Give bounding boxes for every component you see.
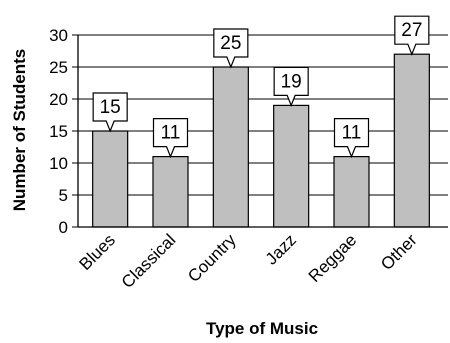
data-label: 25	[220, 33, 241, 54]
data-label: 19	[281, 71, 302, 92]
y-tick-label: 30	[49, 26, 68, 45]
x-axis-title: Type of Music	[206, 319, 318, 338]
bar-country	[213, 67, 248, 227]
y-tick-label: 5	[59, 186, 68, 205]
bar-other	[394, 54, 429, 227]
y-tick-label: 25	[49, 58, 68, 77]
x-tick-label: Classical	[118, 230, 180, 292]
y-tick-label: 15	[49, 122, 68, 141]
x-tick-label: Blues	[75, 230, 119, 274]
y-tick-label: 10	[49, 154, 68, 173]
bar-blues	[93, 131, 128, 227]
y-tick-label: 0	[59, 218, 68, 237]
data-label-callouts: 15 11 25 19 11 27	[93, 16, 429, 156]
bar-classical	[153, 157, 188, 227]
data-label: 11	[342, 123, 362, 144]
data-label: 27	[401, 20, 422, 41]
bar-reggae	[334, 157, 369, 227]
x-tick-label: Reggae	[305, 230, 361, 286]
gridlines	[78, 35, 448, 195]
data-label: 15	[100, 97, 121, 118]
x-tick-label: Country	[184, 230, 240, 286]
bar-jazz	[274, 105, 309, 227]
x-tick-label: Jazz	[262, 230, 300, 268]
data-label: 11	[161, 123, 181, 144]
y-axis-title: Number of Students	[10, 49, 29, 211]
x-tick-label: Other	[377, 230, 421, 274]
bars	[93, 54, 430, 227]
y-tick-label: 20	[49, 90, 68, 109]
